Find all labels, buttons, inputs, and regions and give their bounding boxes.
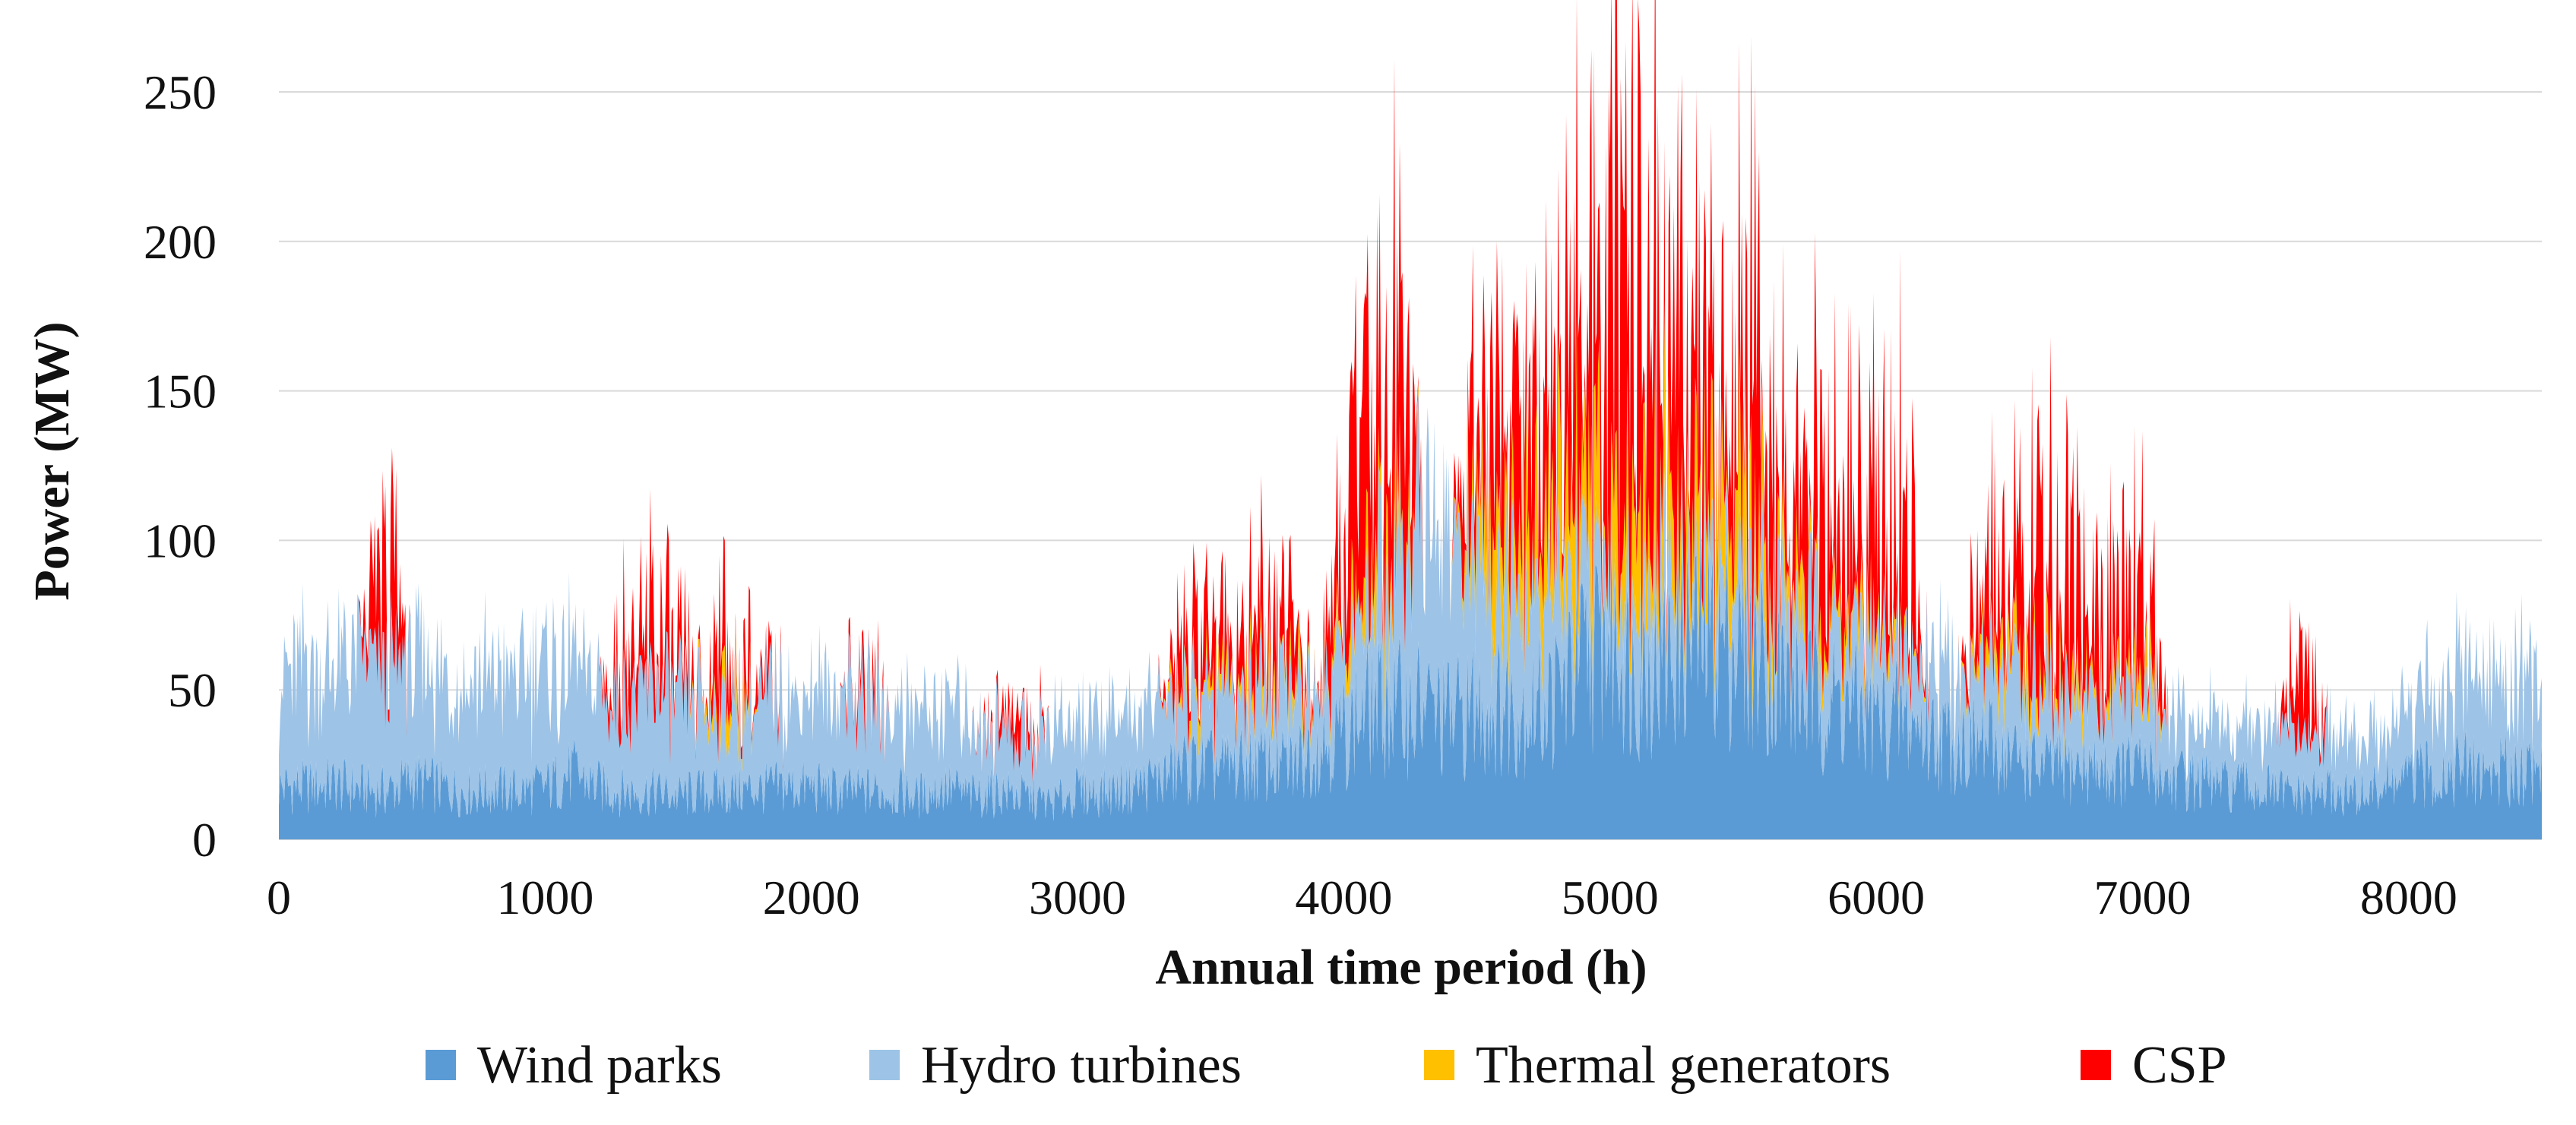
- x-axis-tick-labels: 0 1000 2000 3000 4000 5000 6000 7000 8000: [267, 871, 2457, 924]
- legend-item-csp: CSP: [2081, 1036, 2227, 1095]
- y-tick-label: 0: [192, 813, 217, 867]
- y-axis-tick-labels: 0 50 100 150 200 250: [144, 65, 217, 867]
- legend-label-thermal-generators: Thermal generators: [1476, 1036, 1891, 1095]
- legend-label-wind-parks: Wind parks: [477, 1036, 722, 1095]
- y-axis-title: Power (MW): [24, 321, 80, 600]
- legend-swatch-hydro-turbines: [869, 1050, 900, 1080]
- y-tick-label: 150: [144, 365, 217, 419]
- area-csp: [279, 0, 2542, 783]
- x-tick-label: 8000: [2360, 871, 2457, 924]
- stacked-area-plot: [279, 0, 2542, 839]
- x-tick-label: 1000: [496, 871, 593, 924]
- area-wind-parks: [279, 526, 2542, 839]
- x-tick-label: 4000: [1295, 871, 1392, 924]
- x-tick-label: 7000: [2093, 871, 2191, 924]
- y-tick-label: 50: [168, 663, 217, 717]
- y-tick-label: 200: [144, 215, 217, 269]
- x-tick-label: 3000: [1029, 871, 1126, 924]
- x-tick-label: 0: [267, 871, 291, 924]
- y-tick-label: 100: [144, 514, 217, 567]
- legend-label-hydro-turbines: Hydro turbines: [921, 1036, 1242, 1095]
- legend-swatch-wind-parks: [426, 1050, 456, 1080]
- x-tick-label: 2000: [763, 871, 860, 924]
- legend-item-wind-parks: Wind parks: [426, 1036, 722, 1095]
- x-axis-title: Annual time period (h): [1155, 940, 1647, 995]
- legend-item-hydro-turbines: Hydro turbines: [869, 1036, 1242, 1095]
- legend-swatch-csp: [2081, 1050, 2111, 1080]
- legend-item-thermal-generators: Thermal generators: [1424, 1036, 1891, 1095]
- legend: Wind parks Hydro turbines Thermal genera…: [426, 1036, 2227, 1095]
- area-thermal-generators: [279, 300, 2542, 783]
- x-tick-label: 5000: [1562, 871, 1659, 924]
- legend-label-csp: CSP: [2132, 1036, 2227, 1095]
- legend-swatch-thermal-generators: [1424, 1050, 1454, 1080]
- area-hydro-turbines: [279, 393, 2542, 821]
- x-tick-label: 6000: [1828, 871, 1925, 924]
- y-tick-label: 250: [144, 65, 217, 119]
